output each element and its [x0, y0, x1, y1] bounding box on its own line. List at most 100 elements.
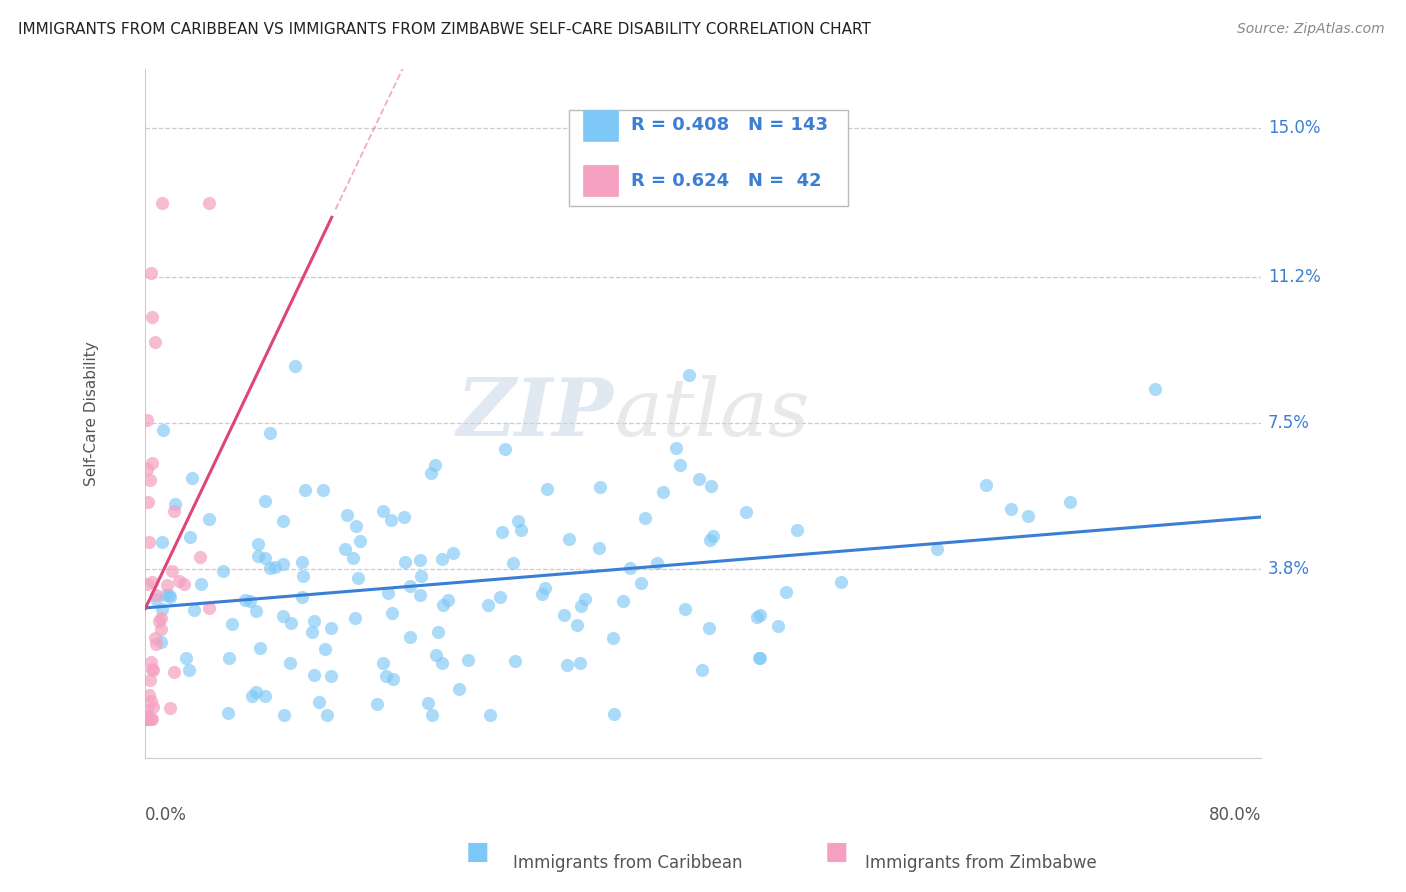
Point [830, 574, 852, 589]
Point [494, 442, 516, 456]
Point [1000, 502, 1022, 516]
Point [150, 195, 173, 210]
Point [432, 598, 454, 612]
Point [489, 590, 512, 604]
Point [508, 514, 530, 528]
Point [319, 621, 342, 635]
Point [181, 471, 204, 485]
Point [398, 579, 420, 593]
Text: 3.8%: 3.8% [1268, 560, 1310, 578]
Point [335, 508, 357, 523]
Bar [582, 165, 619, 196]
Point [138, 688, 160, 702]
Point [145, 591, 167, 606]
Point [156, 578, 179, 592]
Point [136, 495, 159, 509]
Point [149, 610, 172, 624]
Text: Immigrants from Zimbabwe: Immigrants from Zimbabwe [865, 855, 1097, 872]
Point [702, 528, 724, 542]
Point [409, 552, 432, 566]
Point [253, 689, 276, 703]
Point [163, 665, 186, 680]
Point [319, 669, 342, 683]
Point [634, 511, 657, 525]
Point [619, 561, 641, 575]
Point [284, 359, 307, 373]
Point [259, 561, 281, 575]
Point [381, 672, 404, 686]
Point [477, 598, 499, 612]
Point [425, 648, 447, 663]
Text: atlas: atlas [614, 375, 810, 452]
Point [139, 655, 162, 669]
Point [141, 266, 163, 280]
Point [437, 593, 460, 607]
Point [408, 588, 430, 602]
Point [304, 615, 326, 629]
Point [177, 663, 200, 677]
Point [974, 478, 997, 492]
Point [380, 513, 402, 527]
Point [217, 706, 239, 721]
Point [602, 631, 624, 645]
Point [574, 591, 596, 606]
Point [240, 690, 263, 704]
Point [426, 625, 449, 640]
Point [136, 709, 159, 723]
Point [398, 630, 420, 644]
Bar [582, 110, 619, 141]
Point [139, 694, 162, 708]
Point [775, 585, 797, 599]
Point [263, 560, 285, 574]
Point [557, 657, 579, 672]
Point [174, 651, 197, 665]
Point [145, 637, 167, 651]
Point [478, 708, 501, 723]
Point [333, 542, 356, 557]
Point [291, 568, 314, 582]
Point [748, 650, 770, 665]
Point [925, 541, 948, 556]
Point [150, 535, 173, 549]
Point [699, 533, 721, 548]
Point [381, 606, 404, 620]
Point [441, 546, 464, 560]
Point [135, 712, 157, 726]
Point [138, 712, 160, 726]
Point [159, 590, 181, 604]
Point [349, 534, 371, 549]
Point [420, 708, 443, 723]
Point [418, 696, 440, 710]
Text: 80.0%: 80.0% [1209, 805, 1261, 823]
Point [553, 607, 575, 622]
Point [239, 594, 262, 608]
Point [1059, 495, 1081, 509]
Point [278, 656, 301, 670]
Text: ■: ■ [825, 839, 848, 863]
Point [160, 565, 183, 579]
Point [371, 504, 394, 518]
Point [588, 541, 610, 555]
Point [697, 621, 720, 635]
Point [273, 557, 295, 571]
Point [245, 604, 267, 618]
Point [198, 600, 221, 615]
Point [430, 656, 453, 670]
Point [645, 556, 668, 570]
Point [392, 510, 415, 524]
Point [749, 651, 772, 665]
Point [748, 608, 770, 623]
Point [294, 483, 316, 498]
Point [249, 641, 271, 656]
Point [259, 426, 281, 441]
Point [491, 525, 513, 540]
Point [139, 673, 162, 688]
Point [1144, 382, 1167, 396]
Point [141, 712, 163, 726]
Point [430, 551, 453, 566]
Point [150, 635, 173, 649]
Point [143, 631, 166, 645]
Point [509, 524, 531, 538]
Point [148, 614, 170, 628]
Point [198, 195, 221, 210]
